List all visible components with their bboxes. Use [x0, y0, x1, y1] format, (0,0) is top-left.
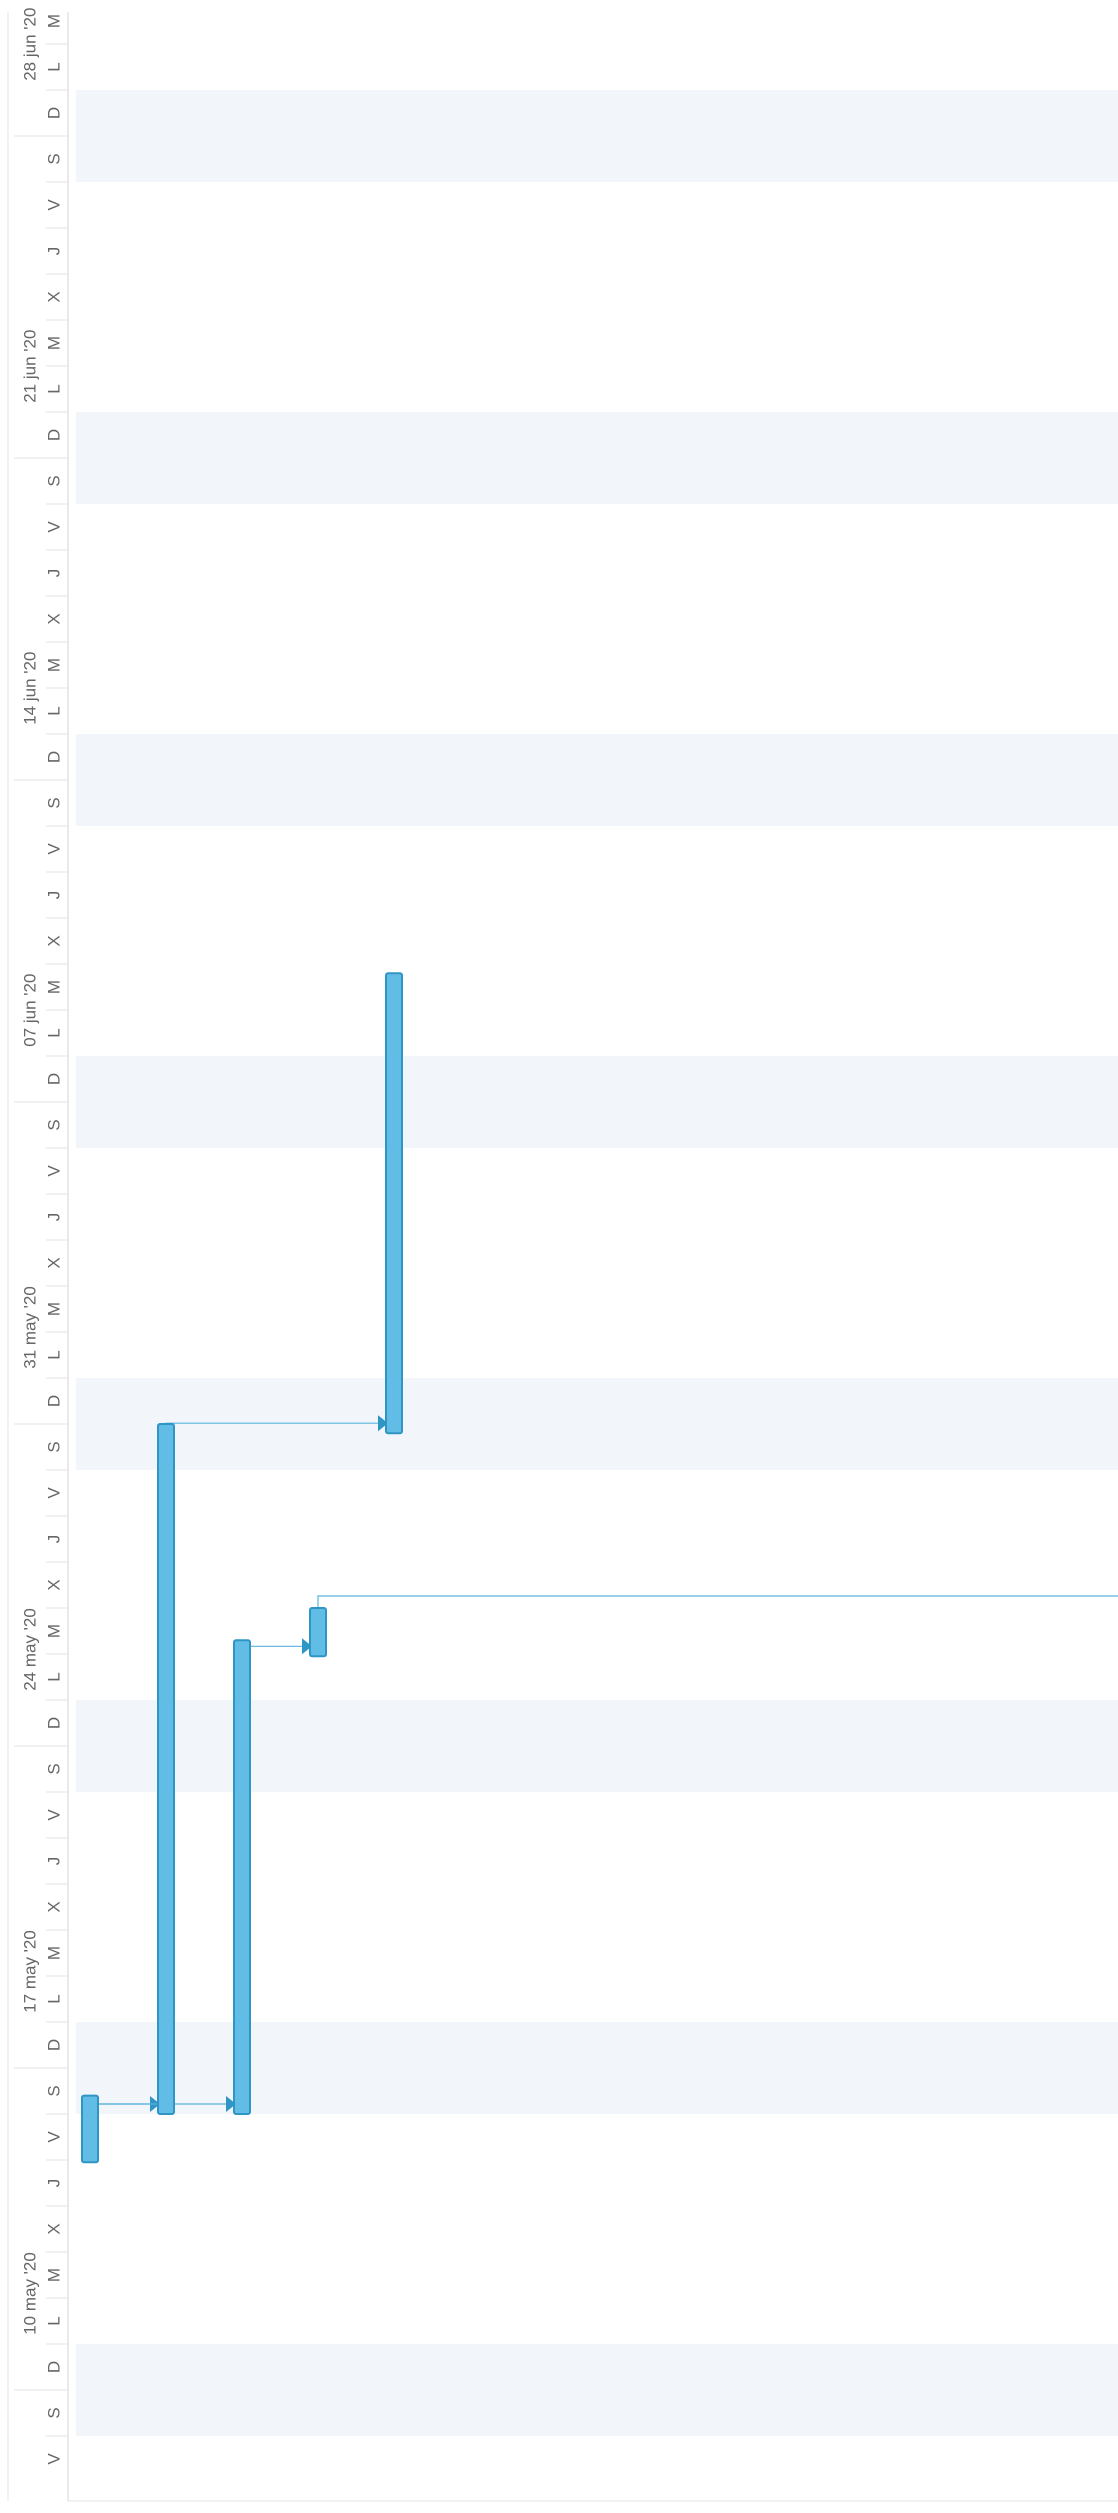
- day-label: S: [45, 1119, 64, 1130]
- day-label: M: [45, 336, 64, 350]
- weekend-band: [76, 1700, 1118, 1792]
- day-label: S: [45, 153, 64, 164]
- day-label: L: [45, 1994, 64, 2003]
- day-label: X: [45, 2223, 64, 2234]
- day-label: J: [45, 2179, 64, 2188]
- day-label: D: [45, 1717, 64, 1729]
- day-label: X: [45, 613, 64, 624]
- link-arrow-icon: [302, 1638, 312, 1655]
- day-label: V: [45, 2453, 64, 2465]
- day-label: L: [45, 1350, 64, 1359]
- day-label: X: [45, 291, 64, 302]
- day-label: M: [45, 14, 64, 28]
- day-label: M: [45, 1302, 64, 1316]
- day-label: J: [45, 1213, 64, 1222]
- week-label: 31 may '20: [21, 1286, 40, 1369]
- task-bar[interactable]: [81, 2094, 99, 2164]
- day-label: J: [45, 1857, 64, 1866]
- day-label: M: [45, 2268, 64, 2282]
- week-label: 24 may '20: [21, 1608, 40, 1691]
- day-label: D: [45, 2039, 64, 2051]
- week-label: 07 jun '20: [21, 974, 40, 1047]
- day-label: X: [45, 935, 64, 946]
- task-bar[interactable]: [309, 1607, 327, 1658]
- link-arrow-icon: [378, 1415, 388, 1432]
- day-label: M: [45, 1946, 64, 1960]
- task-bar[interactable]: [385, 972, 403, 1435]
- day-label: L: [45, 384, 64, 393]
- week-label: 10 may '20: [21, 2252, 40, 2335]
- day-label: D: [45, 1073, 64, 1085]
- weekend-band: [76, 2344, 1118, 2436]
- day-label: V: [45, 2131, 64, 2143]
- day-label: M: [45, 980, 64, 994]
- day-label: D: [45, 751, 64, 763]
- day-label: V: [45, 521, 64, 533]
- task-bar[interactable]: [157, 1423, 175, 2115]
- day-label: V: [45, 843, 64, 855]
- day-label: V: [45, 1165, 64, 1177]
- day-label: S: [45, 475, 64, 486]
- weekend-band: [76, 1056, 1118, 1148]
- link-arrow-icon: [226, 2096, 236, 2112]
- day-label: J: [45, 891, 64, 900]
- day-label: S: [45, 1763, 64, 1774]
- day-label: J: [45, 569, 64, 578]
- day-label: V: [45, 1487, 64, 1499]
- week-label: 17 may '20: [21, 1930, 40, 2013]
- day-label: L: [45, 706, 64, 715]
- day-label: L: [45, 62, 64, 71]
- day-label: L: [45, 2316, 64, 2325]
- weekend-band: [76, 1378, 1118, 1470]
- day-label: M: [45, 658, 64, 672]
- day-label: V: [45, 199, 64, 211]
- weekend-band: [76, 734, 1118, 826]
- weekend-bands: [76, 90, 1118, 2436]
- day-label: D: [45, 107, 64, 119]
- day-label: X: [45, 1901, 64, 1912]
- week-label: 28 jun '20: [21, 8, 40, 81]
- weekend-band: [76, 2022, 1118, 2114]
- day-label: J: [45, 247, 64, 256]
- day-label: D: [45, 1395, 64, 1407]
- day-label: X: [45, 1257, 64, 1268]
- weekend-band: [76, 90, 1118, 182]
- day-label: J: [45, 1535, 64, 1544]
- day-label: X: [45, 1579, 64, 1590]
- weekend-band: [76, 412, 1118, 504]
- dependency-link: [317, 1595, 1118, 1608]
- day-label: D: [45, 2361, 64, 2373]
- day-label: V: [45, 1809, 64, 1821]
- day-label: S: [45, 1441, 64, 1452]
- task-bar[interactable]: [233, 1639, 251, 2115]
- day-label: S: [45, 2085, 64, 2096]
- week-label: 21 jun '20: [21, 330, 40, 403]
- day-label: L: [45, 1028, 64, 1037]
- day-label: S: [45, 2407, 64, 2418]
- timeline-scale: V S D L M X J V S D L M X J V S D L M X J V S D L M X J V S D L M X J V S D L M…: [7, 8, 1118, 2502]
- task-bars: [81, 972, 403, 2164]
- week-label: 14 jun '20: [21, 652, 40, 725]
- day-label: M: [45, 1624, 64, 1638]
- day-label: S: [45, 797, 64, 808]
- day-label: L: [45, 1672, 64, 1681]
- day-label: D: [45, 429, 64, 441]
